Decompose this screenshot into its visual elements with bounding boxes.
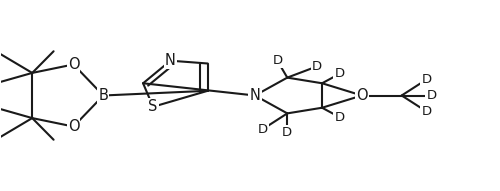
Text: N: N	[250, 88, 260, 103]
Text: S: S	[148, 99, 158, 114]
Text: D: D	[312, 60, 322, 73]
Text: D: D	[426, 89, 436, 102]
Text: D: D	[258, 123, 268, 136]
Text: D: D	[334, 67, 344, 80]
Text: O: O	[356, 88, 368, 103]
Text: D: D	[334, 111, 344, 124]
Text: D: D	[422, 105, 432, 118]
Text: D: D	[282, 126, 292, 139]
Text: D: D	[422, 73, 432, 86]
Text: O: O	[68, 119, 80, 134]
Text: B: B	[98, 88, 108, 103]
Text: N: N	[165, 53, 176, 68]
Text: D: D	[272, 54, 282, 67]
Text: O: O	[68, 57, 80, 72]
